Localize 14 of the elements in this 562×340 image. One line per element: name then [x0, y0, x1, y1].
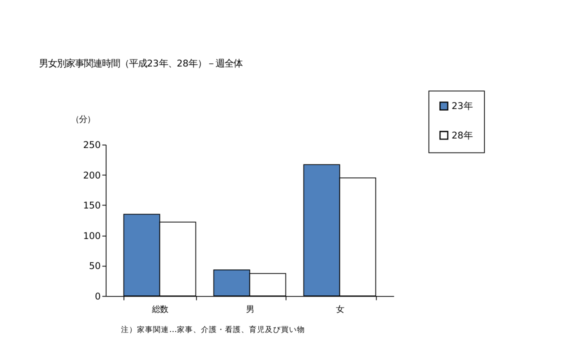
- text: 注）家事関連…家事、介護・看護、育児及び買い物: [121, 325, 305, 334]
- legend-label: 23年: [452, 101, 472, 112]
- y-tick-label: 0: [94, 291, 101, 302]
- y-tick-label: 50: [88, 261, 101, 272]
- y-tick-label: 200: [83, 170, 101, 182]
- y-tick-label: 100: [83, 230, 101, 242]
- legend-label: 28年: [452, 130, 472, 142]
- x-tick-label: 女: [336, 304, 344, 315]
- y-axis-title: （分）: [70, 114, 95, 125]
- chart-title: 男女別家事関連時間（平成23年、28年）－週全体: [38, 58, 243, 70]
- x-tick-label: 総数: [151, 304, 168, 315]
- y-tick-label: 250: [83, 140, 101, 152]
- x-tick-label: 男: [246, 304, 254, 315]
- y-tick-label: 150: [83, 200, 101, 212]
